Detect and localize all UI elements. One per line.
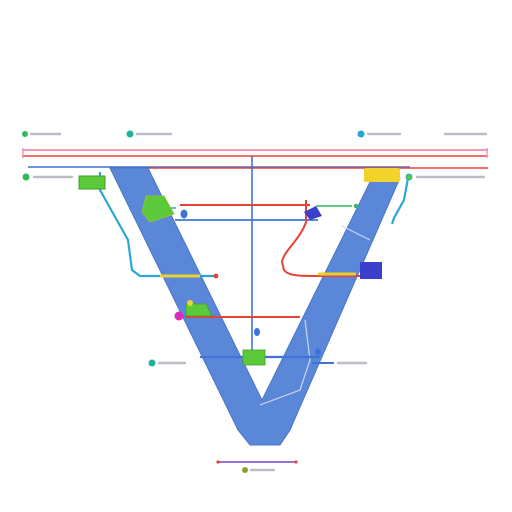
label-dot-left-lower: [148, 359, 156, 367]
green-right-end: [353, 203, 359, 209]
left-wire-end-dot: [213, 273, 219, 279]
right-cyan-wire: [390, 177, 410, 225]
label-dot-top-left: [22, 131, 28, 137]
illegible-label-strokes: [29, 132, 488, 472]
marker-green-lower: [242, 349, 266, 366]
right-red-curve: [280, 200, 362, 277]
label-dot-bottom: [242, 467, 248, 473]
marker-blue-arrow: [304, 206, 322, 220]
marker-yellow-top-right: [364, 168, 400, 182]
marker-blue-small-3: [315, 348, 321, 356]
marker-blue-small-2: [254, 328, 260, 336]
bottom-connector-right-dot: [294, 460, 298, 464]
marker-blue-right: [360, 262, 382, 279]
marker-blue-small-1: [180, 209, 188, 219]
label-dot-top-right-mid: [357, 130, 365, 138]
marker-green-top-left: [78, 175, 106, 190]
label-dot-left-upper: [22, 173, 30, 181]
marker-magenta: [174, 311, 184, 321]
funnel-inner-line: [259, 319, 311, 406]
marker-green-upper: [141, 195, 175, 223]
label-dot-top-mid: [126, 130, 134, 138]
marker-yellow-dot: [187, 300, 193, 306]
funnel-inner-line-2: [341, 225, 371, 241]
marker-green-mid: [185, 303, 213, 317]
bottom-connector-left-dot: [216, 460, 220, 464]
label-dot-right-upper: [405, 173, 413, 181]
funnel-shape: [109, 167, 401, 446]
